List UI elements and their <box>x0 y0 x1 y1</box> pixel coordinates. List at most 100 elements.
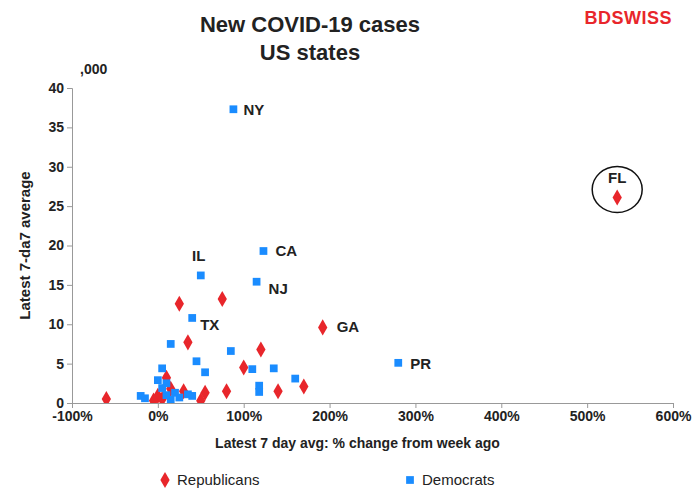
x-tick-label: 0% <box>148 408 169 424</box>
legend: Republicans Democrats <box>160 471 494 488</box>
legend-item: Republicans <box>160 471 259 488</box>
y-axis-line <box>67 89 73 404</box>
x-tick: 400% <box>484 403 520 424</box>
point <box>255 388 263 396</box>
y-axis-title: Latest 7-da7 average <box>16 171 33 319</box>
point <box>256 341 265 357</box>
y-tick-mark <box>67 88 72 89</box>
point <box>188 392 196 400</box>
y-tick-mark <box>67 324 72 325</box>
point-label: NJ <box>269 280 288 297</box>
point <box>102 391 111 403</box>
y-tick: 25 <box>48 198 72 214</box>
point-label: PR <box>410 355 431 372</box>
point <box>201 368 209 376</box>
y-tick-mark <box>67 206 72 207</box>
point <box>273 383 282 399</box>
point-label: NY <box>243 101 264 118</box>
point <box>227 347 235 355</box>
y-tick: 0 <box>56 395 72 411</box>
legend-marker <box>160 472 169 488</box>
point <box>394 359 402 367</box>
x-tick: 300% <box>398 403 434 424</box>
y-unit: ,000 <box>80 61 107 77</box>
point <box>183 334 192 350</box>
point <box>270 364 278 372</box>
legend-label: Democrats <box>422 471 495 488</box>
y-tick-label: 25 <box>48 198 64 214</box>
point <box>230 105 238 113</box>
x-tick: 100% <box>226 403 262 424</box>
y-tick-mark <box>67 364 72 365</box>
x-tick: 500% <box>570 403 606 424</box>
point <box>239 360 248 376</box>
point-label: CA <box>275 242 297 259</box>
legend-item: Democrats <box>406 471 494 488</box>
chart: New COVID-19 casesUS statesBDSWISS,000-1… <box>0 0 700 500</box>
x-tick: 0% <box>148 403 169 424</box>
x-tick-label: 500% <box>570 408 606 424</box>
point <box>154 376 162 384</box>
x-axis-title: Latest 7 day avg: % change from week ago <box>215 435 500 451</box>
y-tick-label: 30 <box>48 159 64 175</box>
point <box>318 319 327 335</box>
y-tick-mark <box>67 403 72 404</box>
point <box>613 189 622 205</box>
highlight-circle <box>592 166 642 212</box>
x-tick-label: 400% <box>484 408 520 424</box>
y-tick: 20 <box>48 237 72 253</box>
y-tick-mark <box>67 285 72 286</box>
y-tick-label: 5 <box>56 356 64 372</box>
point <box>188 314 196 322</box>
point <box>149 393 158 403</box>
point <box>167 340 175 348</box>
brand-logo: BDSWISS <box>584 8 672 28</box>
x-tick-label: 300% <box>398 408 434 424</box>
legend-marker <box>406 476 414 484</box>
plot-area <box>102 105 622 403</box>
y-tick-label: 15 <box>48 277 64 293</box>
point-label: IL <box>192 247 205 264</box>
y-tick: 10 <box>48 316 72 332</box>
title: New COVID-19 cases <box>200 12 420 37</box>
point <box>197 272 205 280</box>
y-axis: 0 5 10 15 20 25 30 35 40 <box>48 80 72 411</box>
point <box>299 378 308 394</box>
point <box>253 278 261 286</box>
y-tick: 35 <box>48 119 72 135</box>
point-label: FL <box>608 169 626 186</box>
series-1 <box>137 105 402 403</box>
y-tick: 5 <box>56 356 72 372</box>
point <box>175 394 183 402</box>
point <box>158 364 166 372</box>
point <box>196 393 205 403</box>
x-tick-label: 100% <box>226 408 262 424</box>
point <box>248 365 256 373</box>
y-tick: 40 <box>48 80 72 96</box>
y-tick-label: 40 <box>48 80 64 96</box>
x-tick-label: 600% <box>656 408 692 424</box>
x-tick: 600% <box>656 403 692 424</box>
y-tick-mark <box>67 246 72 247</box>
y-tick-label: 35 <box>48 119 64 135</box>
subtitle: US states <box>260 40 360 65</box>
x-axis: -100%0%100%200%300%400%500%600% <box>52 403 692 424</box>
point <box>291 375 299 383</box>
point <box>218 291 227 307</box>
series-0 <box>102 189 622 403</box>
y-tick: 15 <box>48 277 72 293</box>
point <box>175 296 184 312</box>
point-label: GA <box>337 318 360 335</box>
y-tick: 30 <box>48 159 72 175</box>
point <box>158 384 166 392</box>
y-tick-mark <box>67 167 72 168</box>
point <box>260 247 268 255</box>
y-tick-label: 0 <box>56 395 64 411</box>
x-tick: 200% <box>312 403 348 424</box>
point-labels: FL GA NY CA IL NJ TX PR <box>192 101 626 372</box>
point <box>193 357 201 365</box>
legend-label: Republicans <box>177 471 260 488</box>
point-label: TX <box>200 316 219 333</box>
y-tick-label: 20 <box>48 237 64 253</box>
y-tick-label: 10 <box>48 316 64 332</box>
